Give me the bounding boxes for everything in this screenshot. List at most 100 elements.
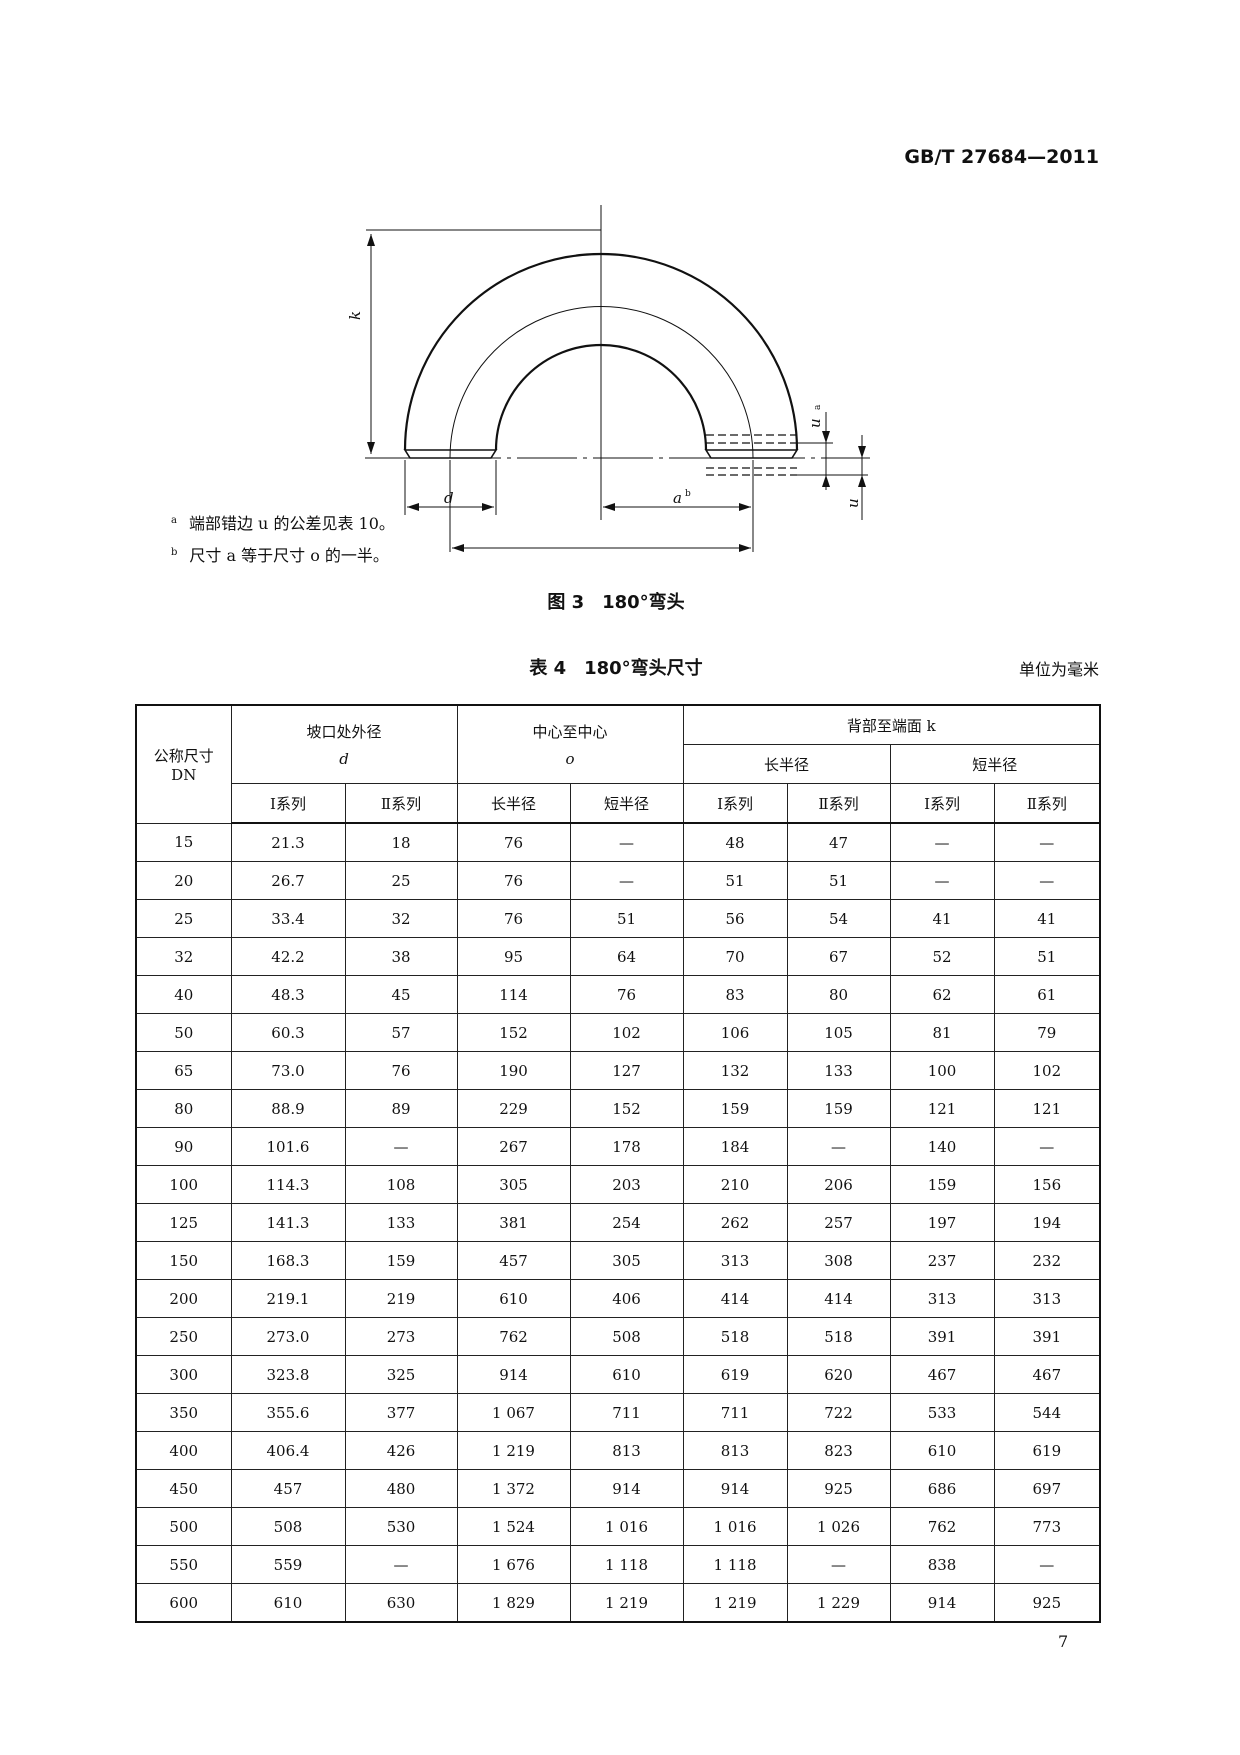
table-cell: 1 016 [569,1507,684,1546]
table-row: 300 323.8 325 914 610 619 620 467 467 [135,1355,1101,1394]
table-cell: 697 [993,1469,1101,1508]
table-cell: 267 [456,1127,571,1166]
table-unit: 单位为毫米 [1018,660,1099,679]
table-cell: 76 [456,822,571,862]
subheader: Ⅱ系列 [786,783,891,824]
table-cell: 600 [135,1583,232,1623]
table-cell: 711 [682,1393,788,1432]
table-cell: 925 [786,1469,891,1508]
table-cell: 610 [569,1355,684,1394]
table-row: 90 101.6—267 178 184—140— [135,1127,1101,1166]
table-cell: 219.1 [230,1279,346,1318]
table-row: 32 42.2 38 95 64 70 67 52 51 [135,937,1101,976]
table-cell: 90 [135,1127,232,1166]
subheader: 长半径 [456,783,571,824]
table-cell: 813 [682,1431,788,1470]
table-cell: 41 [889,899,995,938]
table-cell: 156 [993,1165,1101,1204]
table-cell: 132 [682,1051,788,1090]
table-cell: 414 [682,1279,788,1318]
table-cell: 210 [682,1165,788,1204]
table-cell: 559 [230,1545,346,1584]
table-row: 65 73.0 76 190 127 132 133 100 102 [135,1051,1101,1090]
label-u-bottom: u [844,498,862,508]
table-cell: 250 [135,1317,232,1356]
table-cell: 722 [786,1393,891,1432]
header-k: 背部至端面 k [682,704,1101,745]
table-cell: 914 [682,1469,788,1508]
table-cell: 323.8 [230,1355,346,1394]
table-cell: 838 [889,1545,995,1584]
table-cell: 1 219 [569,1583,684,1623]
table-cell: 254 [569,1203,684,1242]
table-cell: 76 [569,975,684,1014]
table-cell: — [993,1127,1101,1166]
table-cell: 686 [889,1469,995,1508]
table-cell: 159 [889,1165,995,1204]
table-cell: — [993,822,1101,862]
table-cell: 630 [344,1583,458,1623]
table-cell: 152 [569,1089,684,1128]
table-cell: 391 [889,1317,995,1356]
table-cell: 773 [993,1507,1101,1546]
table-cell: 42.2 [230,937,346,976]
table-cell: 457 [230,1469,346,1508]
table-cell: 47 [786,822,891,862]
table-cell: 190 [456,1051,571,1090]
table-cell: 229 [456,1089,571,1128]
table-cell: 355.6 [230,1393,346,1432]
table-cell: 426 [344,1431,458,1470]
table-cell: 406 [569,1279,684,1318]
table-cell: 65 [135,1051,232,1090]
table-cell: 102 [569,1013,684,1052]
table-row: 20 26.7 25 76—51 51— — [135,861,1101,900]
table-cell: 711 [569,1393,684,1432]
label-k: k [346,311,364,320]
table-row: 25 33.4 32 76 51 56 54 41 41 [135,899,1101,938]
table-cell: 76 [344,1051,458,1090]
table-cell: 45 [344,975,458,1014]
table-row: 500 508 530 1 524 1 016 1 016 1 026 762 773 [135,1507,1101,1546]
table-cell: 61 [993,975,1101,1014]
table-cell: 237 [889,1241,995,1280]
table-cell: 83 [682,975,788,1014]
table-cell: 232 [993,1241,1101,1280]
table-cell: — [569,822,684,862]
table-cell: 88.9 [230,1089,346,1128]
table-cell: 457 [456,1241,571,1280]
table-cell: 377 [344,1393,458,1432]
label-u-top: u [806,418,824,428]
header-d: 坡口处外径 d [230,704,458,784]
elbow-180-drawing: k d a b o u a u [346,205,870,520]
header-k-short: 短半径 [889,744,1101,784]
footnote-a: a 端部错边 u 的公差见表 10。 [171,514,395,533]
table-cell: 620 [786,1355,891,1394]
table-cell: — [993,1545,1101,1584]
table-cell: 114.3 [230,1165,346,1204]
table-cell: 38 [344,937,458,976]
table-cell: 105 [786,1013,891,1052]
table-cell: 1 026 [786,1507,891,1546]
table-cell: 914 [456,1355,571,1394]
table-cell: 100 [889,1051,995,1090]
table-cell: 1 372 [456,1469,571,1508]
table-cell: 25 [135,899,232,938]
table-cell: 610 [889,1431,995,1470]
subheader: Ⅰ系列 [682,783,788,824]
table-cell: 33.4 [230,899,346,938]
table-cell: 79 [993,1013,1101,1052]
table-cell: — [993,861,1101,900]
table-cell: 18 [344,822,458,862]
table-cell: 141.3 [230,1203,346,1242]
table-cell: 313 [993,1279,1101,1318]
table-cell: 150 [135,1241,232,1280]
table-cell: 450 [135,1469,232,1508]
table-cell: 762 [456,1317,571,1356]
table-cell: 508 [569,1317,684,1356]
table-cell: 467 [993,1355,1101,1394]
table-cell: 50 [135,1013,232,1052]
table-cell: 197 [889,1203,995,1242]
table-cell: 914 [889,1583,995,1623]
table-cell: — [344,1545,458,1584]
